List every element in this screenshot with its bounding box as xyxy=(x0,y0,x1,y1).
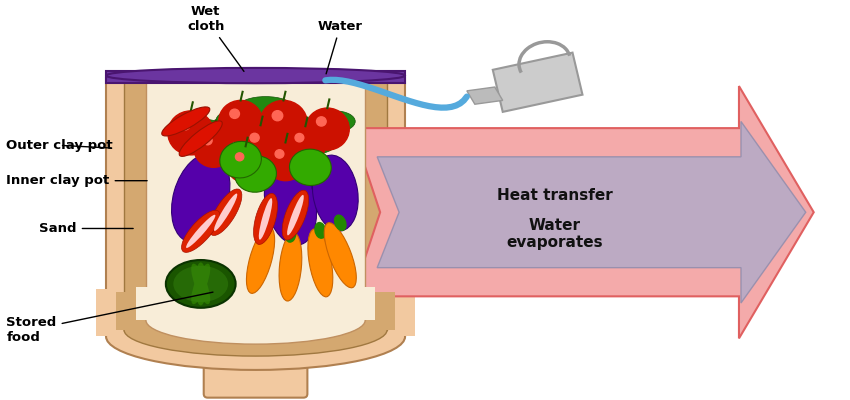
Polygon shape xyxy=(467,87,502,104)
Ellipse shape xyxy=(313,155,358,231)
Circle shape xyxy=(194,129,234,167)
Circle shape xyxy=(240,125,281,166)
Bar xyxy=(146,78,366,320)
Circle shape xyxy=(275,150,284,158)
Circle shape xyxy=(316,117,326,126)
Ellipse shape xyxy=(214,194,237,231)
Circle shape xyxy=(305,108,349,150)
Text: Sand: Sand xyxy=(39,222,133,235)
Ellipse shape xyxy=(162,107,210,136)
Circle shape xyxy=(230,109,240,118)
Polygon shape xyxy=(352,86,813,338)
Circle shape xyxy=(218,100,263,142)
Bar xyxy=(96,289,415,336)
Circle shape xyxy=(227,146,264,183)
Ellipse shape xyxy=(314,222,326,239)
Circle shape xyxy=(265,142,305,181)
Ellipse shape xyxy=(173,266,228,302)
Ellipse shape xyxy=(258,198,272,240)
Bar xyxy=(106,78,405,336)
Ellipse shape xyxy=(264,160,316,245)
Bar xyxy=(136,287,375,320)
Circle shape xyxy=(272,111,283,121)
Ellipse shape xyxy=(106,303,405,370)
Ellipse shape xyxy=(324,223,356,288)
Bar xyxy=(124,78,387,330)
Ellipse shape xyxy=(308,229,333,297)
Text: Stored
food: Stored food xyxy=(6,292,213,344)
Ellipse shape xyxy=(279,232,302,301)
Ellipse shape xyxy=(220,141,262,178)
Ellipse shape xyxy=(166,260,235,308)
Circle shape xyxy=(235,153,244,161)
Ellipse shape xyxy=(238,96,293,118)
Circle shape xyxy=(203,136,212,145)
Ellipse shape xyxy=(293,127,337,154)
Bar xyxy=(116,292,395,330)
Ellipse shape xyxy=(287,195,303,235)
Circle shape xyxy=(250,133,259,142)
FancyBboxPatch shape xyxy=(204,360,308,398)
Ellipse shape xyxy=(246,227,275,293)
Ellipse shape xyxy=(172,154,230,242)
Text: Inner clay pot: Inner clay pot xyxy=(6,174,147,187)
Ellipse shape xyxy=(285,226,297,243)
Ellipse shape xyxy=(261,112,310,140)
Circle shape xyxy=(286,126,326,164)
Bar xyxy=(106,71,405,83)
Ellipse shape xyxy=(290,149,332,186)
Text: Water
evaporates: Water evaporates xyxy=(507,218,603,250)
Ellipse shape xyxy=(195,262,207,306)
Ellipse shape xyxy=(235,156,276,192)
Circle shape xyxy=(179,120,190,130)
Ellipse shape xyxy=(146,296,366,344)
Polygon shape xyxy=(377,122,806,303)
Ellipse shape xyxy=(334,214,347,231)
Ellipse shape xyxy=(191,264,210,304)
Ellipse shape xyxy=(187,120,224,139)
Ellipse shape xyxy=(216,110,256,133)
Polygon shape xyxy=(493,53,582,112)
Ellipse shape xyxy=(106,68,405,83)
Ellipse shape xyxy=(124,304,387,356)
Ellipse shape xyxy=(186,215,215,248)
Ellipse shape xyxy=(179,121,223,156)
Ellipse shape xyxy=(253,194,277,244)
Circle shape xyxy=(167,111,213,155)
Circle shape xyxy=(259,100,308,146)
Circle shape xyxy=(295,134,303,142)
Text: Heat transfer: Heat transfer xyxy=(496,188,613,204)
Text: Wet
cloth: Wet cloth xyxy=(187,4,244,71)
Ellipse shape xyxy=(182,210,220,252)
Ellipse shape xyxy=(191,264,210,304)
Text: Outer clay pot: Outer clay pot xyxy=(6,139,113,152)
Ellipse shape xyxy=(282,190,309,240)
Ellipse shape xyxy=(254,219,267,236)
Ellipse shape xyxy=(315,111,355,132)
Ellipse shape xyxy=(209,189,242,236)
Text: Water: Water xyxy=(318,20,363,74)
